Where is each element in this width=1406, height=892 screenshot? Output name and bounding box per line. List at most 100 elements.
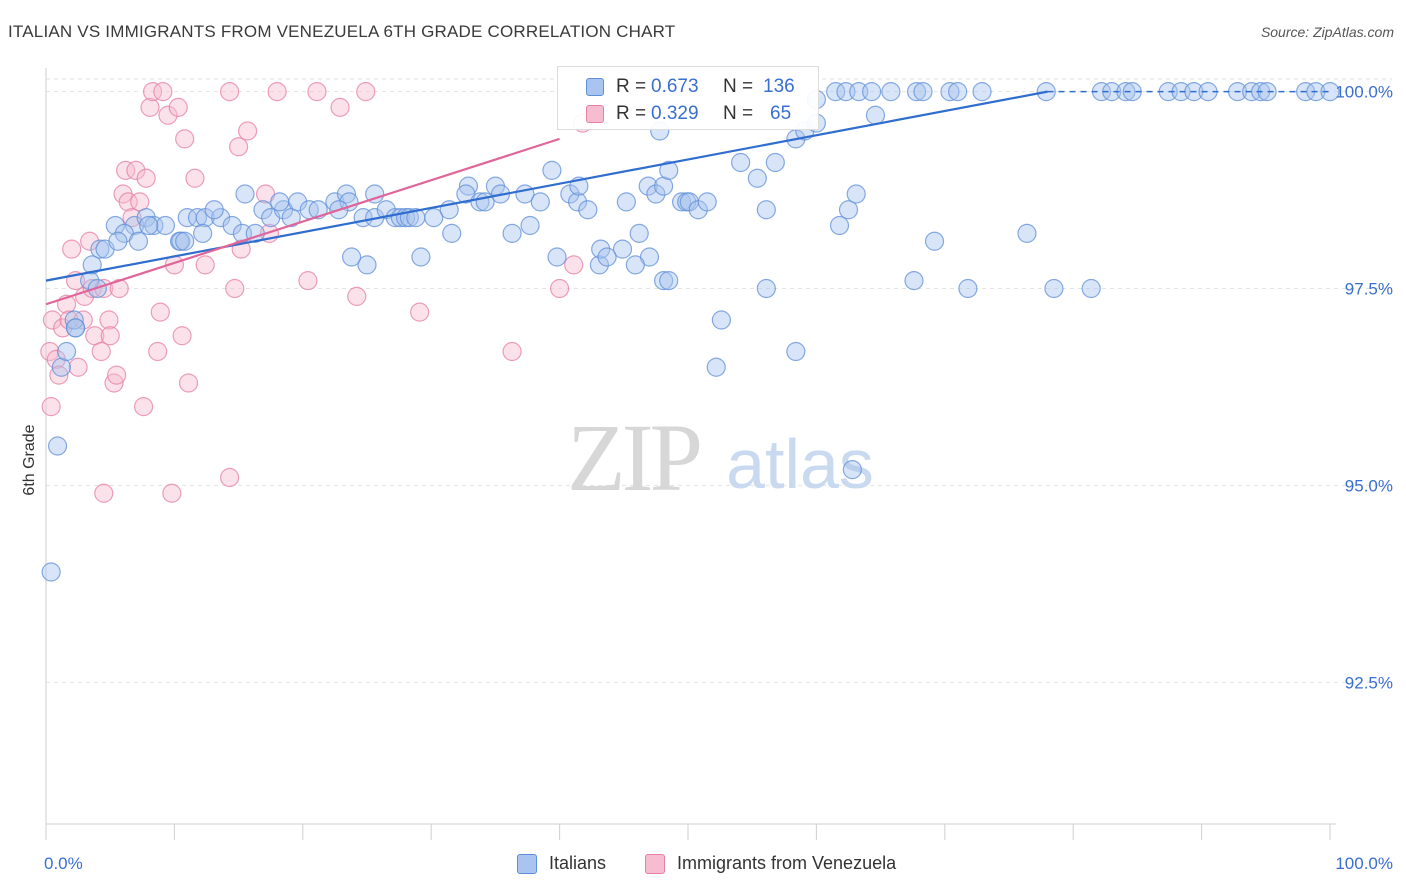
venezuela-point [107, 365, 127, 385]
italians-point [924, 231, 945, 251]
italians-point [365, 184, 385, 204]
italians-point [1081, 278, 1101, 299]
italians-point [64, 310, 84, 330]
italians-point [193, 223, 213, 243]
venezuela-point [41, 397, 61, 417]
italians-point [530, 192, 550, 212]
venezuela-point [229, 137, 249, 157]
venezuela-point [356, 82, 376, 102]
italians-point [211, 208, 231, 228]
legend-row-italians: R = 0.673 N = 136 [558, 73, 818, 101]
venezuela-point [237, 121, 258, 141]
venezuela-point [99, 310, 119, 330]
legend-n-value-italians: 136 [763, 76, 795, 97]
legend-swatch-italians [517, 854, 537, 874]
trend-lines [45, 90, 1330, 306]
venezuela-point [91, 341, 111, 362]
italians-point [578, 200, 598, 220]
venezuela-point [133, 397, 154, 417]
legend-n-label: N = [723, 76, 754, 97]
italians-point [625, 255, 645, 275]
legend-swatch-venezuela [586, 105, 604, 123]
italians-point [128, 231, 149, 251]
italians-point [155, 215, 176, 236]
venezuela-point [172, 326, 192, 346]
venezuela-point [185, 168, 205, 188]
legend-r-label: R = [616, 76, 647, 97]
italians-point [612, 239, 633, 259]
venezuela-point [175, 129, 195, 149]
legend-label-venezuela: Immigrants from Venezuela [677, 853, 897, 873]
italians-point [786, 341, 806, 362]
venezuela-point [158, 105, 178, 125]
venezuela-point [195, 255, 215, 275]
legend-r-value-venezuela: 0.329 [651, 103, 699, 124]
legend-swatch-venezuela [645, 854, 665, 874]
italians-point [659, 160, 679, 180]
italians-point [547, 247, 567, 267]
venezuela-point [100, 326, 120, 346]
axes [45, 68, 1336, 840]
italians-point [341, 247, 362, 267]
italians-point [108, 231, 128, 251]
venezuela-point [104, 373, 124, 393]
venezuela-point [94, 483, 114, 503]
italians-point [697, 192, 717, 212]
source-credit: Source: ZipAtlas.com [1260, 24, 1394, 40]
italians-point [972, 82, 992, 102]
gridlines [46, 78, 1392, 683]
italians-point [336, 184, 357, 204]
italians-point [948, 82, 968, 102]
italians-point [357, 255, 377, 275]
legend-swatch-italians [586, 78, 604, 96]
y-tick-label: 97.5% [1345, 280, 1393, 299]
venezuela-point [42, 310, 63, 330]
venezuela-point [330, 97, 350, 117]
series-italians-points [41, 82, 1340, 582]
italians-point [542, 160, 562, 180]
italians-point [826, 82, 846, 102]
italians-point [136, 208, 156, 228]
watermark-zip: ZIP [567, 404, 700, 511]
venezuela-point [49, 365, 69, 385]
italians-point [139, 215, 159, 236]
italians-point [638, 176, 658, 196]
series-venezuela-points [40, 82, 593, 503]
italians-point [411, 247, 431, 267]
italians-point [41, 562, 61, 582]
italians-point [616, 192, 636, 212]
italians-point [47, 436, 68, 456]
venezuela-point [136, 168, 156, 188]
chart-title: ITALIAN VS IMMIGRANTS FROM VENEZUELA 6TH… [8, 22, 676, 41]
italians-point [235, 184, 255, 204]
italians-point [711, 310, 731, 330]
venezuela-point [62, 239, 82, 259]
italians-point [629, 223, 649, 243]
italians-point [1044, 278, 1064, 299]
italians-point [654, 271, 674, 291]
italians-point [829, 215, 850, 236]
italians-point [862, 82, 882, 102]
italians-point [904, 271, 924, 291]
venezuela-point [564, 255, 584, 275]
venezuela-point [109, 278, 129, 299]
italians-point [520, 215, 540, 236]
italians-point [144, 215, 164, 236]
italians-point [906, 82, 927, 102]
italians-point [567, 192, 588, 212]
italians-point [913, 82, 933, 102]
italians-point [589, 255, 610, 275]
venezuela-point [116, 160, 136, 180]
venezuela-point [142, 82, 163, 102]
legend-row-venezuela: R = 0.329 N = 65 [558, 100, 818, 128]
venezuela-point [122, 208, 142, 228]
venezuela-point [162, 483, 182, 503]
italians-point [765, 152, 785, 173]
italians-point [842, 460, 862, 480]
series-legend: Italians Immigrants from Venezuela [0, 852, 1406, 876]
venezuela-point [126, 160, 146, 180]
italians-point [458, 176, 479, 196]
italians-point [756, 200, 776, 220]
italians-point [175, 231, 195, 251]
